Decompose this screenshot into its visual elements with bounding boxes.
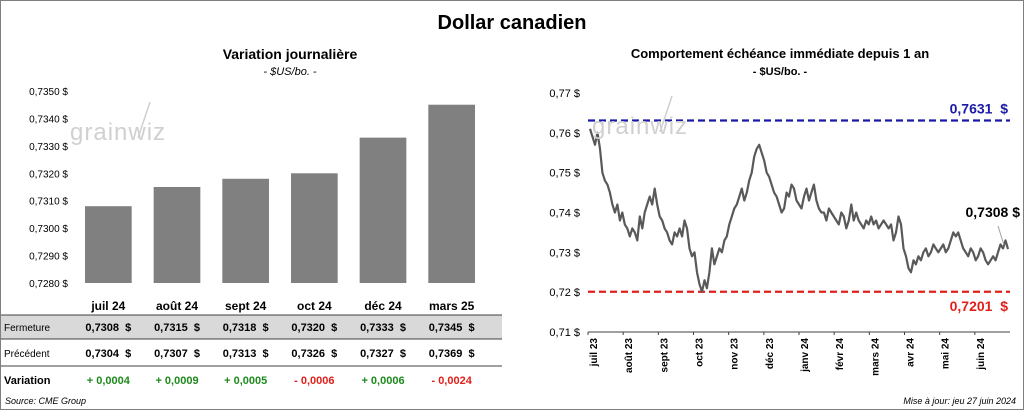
table-cell: + 0,0004: [87, 375, 131, 387]
line-x-tick-label: févr 24: [835, 338, 846, 371]
table-cell: 0,7320 $: [291, 322, 337, 334]
line-x-tick-label: nov 23: [730, 338, 741, 370]
data-table: Fermeture 0,7308 $ 0,7315 $ 0,7318 $ 0,7320 …: [1, 314, 502, 387]
watermark-flourish: [137, 101, 151, 139]
line-y-tick-label: 0,75 $: [549, 168, 580, 180]
table-cell: - 0,0024: [431, 375, 472, 387]
line-y-tick-label: 0,77 $: [549, 88, 580, 100]
table-cell: 0,7313 $: [223, 348, 269, 360]
line-y-tick-label: 0,74 $: [549, 208, 580, 220]
bar-category-label: sept 24: [225, 299, 267, 313]
bar: [359, 137, 407, 283]
table-cell: + 0,0009: [155, 375, 198, 387]
table-row-label: Fermeture: [4, 323, 51, 334]
line-x-tick-label: sept 23: [659, 338, 670, 373]
line-y-tick-label: 0,73 $: [549, 247, 580, 259]
line-x-tick-label: juin 24: [976, 338, 987, 371]
bar-y-tick-label: 0,7290 $: [29, 252, 68, 263]
line-x-tick-label: oct 23: [695, 338, 706, 367]
last-value-label: 0,7308 $: [966, 204, 1021, 220]
bar-y-tick-label: 0,7350 $: [29, 87, 68, 98]
table-cell: 0,7326 $: [291, 348, 337, 360]
update-note: Mise à jour: jeu 27 juin 2024: [903, 396, 1016, 406]
table-cell: 0,7308 $: [85, 322, 131, 334]
line-y-tick-label: 0,72 $: [549, 287, 580, 299]
bar-category-label: oct 24: [297, 299, 332, 313]
line-chart: 0,71 $ 0,72 $ 0,73 $ 0,74 $ 0,75 $ 0,76 $ 0,77…: [549, 88, 1020, 376]
price-series-line: [588, 128, 1010, 293]
line-x-tick-label: juil 23: [589, 338, 600, 368]
line-x-tick-label: avr 24: [906, 338, 917, 367]
bar-y-tick-label: 0,7340 $: [29, 114, 68, 125]
table-cell: 0,7345 $: [429, 322, 475, 334]
table-cell: + 0,0006: [361, 375, 404, 387]
min-label: 0,7201 $: [950, 298, 1009, 314]
bar-y-tick-label: 0,7330 $: [29, 142, 68, 153]
line-x-tick-label: janv 24: [800, 338, 811, 373]
table-cell: 0,7369 $: [429, 348, 475, 360]
bar-category-label: déc 24: [364, 299, 402, 313]
bar-y-tick-label: 0,7280 $: [29, 279, 68, 290]
watermark-flourish: [659, 95, 673, 133]
table-cell: 0,7327 $: [360, 348, 406, 360]
bar: [290, 173, 338, 283]
bar-chart: 0,7280 $ 0,7290 $ 0,7300 $ 0,7310 $ 0,7320 $…: [29, 87, 476, 313]
line-y-tick-label: 0,71 $: [549, 327, 580, 339]
bar: [153, 187, 201, 283]
bar: [428, 104, 476, 283]
main-title: Dollar canadien: [437, 12, 587, 34]
line-x-tick-label: août 23: [624, 338, 635, 373]
grainwiz-watermark: grainwiz: [70, 119, 166, 146]
table-cell: 0,7307 $: [154, 348, 200, 360]
line-x-tick-label: mars 24: [870, 338, 881, 376]
bar-y-tick-label: 0,7300 $: [29, 224, 68, 235]
table-row-label: Variation: [4, 375, 51, 387]
watermarks: grainwiz grainwiz: [70, 95, 688, 146]
table-cell: 0,7318 $: [223, 322, 269, 334]
line-x-tick-label: mai 24: [941, 338, 952, 370]
bar: [84, 206, 132, 283]
line-x-tick-label: déc 23: [765, 338, 776, 370]
table-cell: 0,7333 $: [360, 322, 406, 334]
line-y-tick-label: 0,76 $: [549, 128, 580, 140]
bar-category-label: juil 24: [90, 299, 125, 313]
source-note: Source: CME Group: [5, 396, 87, 406]
last-value-leader: [997, 225, 1005, 246]
table-cell: 0,7304 $: [85, 348, 131, 360]
line-chart-title: Comportement échéance immédiate depuis 1…: [630, 46, 930, 61]
line-chart-subtitle: - $US/bo. -: [752, 66, 808, 78]
max-label: 0,7631 $: [950, 100, 1009, 116]
table-row-shade: [1, 315, 502, 339]
table-cell: + 0,0005: [224, 375, 267, 387]
table-cell: - 0,0006: [294, 375, 334, 387]
bar-y-tick-label: 0,7320 $: [29, 169, 68, 180]
bar-category-label: août 24: [156, 299, 198, 313]
bar-y-tick-label: 0,7310 $: [29, 197, 68, 208]
bar-chart-subtitle: - $US/bo. -: [263, 66, 317, 78]
bar: [222, 178, 270, 283]
table-row-label: Précédent: [4, 349, 50, 360]
bar-category-label: mars 25: [429, 299, 475, 313]
grainwiz-watermark: grainwiz: [592, 113, 688, 140]
table-cell: 0,7315 $: [154, 322, 200, 334]
bar-chart-title: Variation journalière: [222, 46, 358, 62]
